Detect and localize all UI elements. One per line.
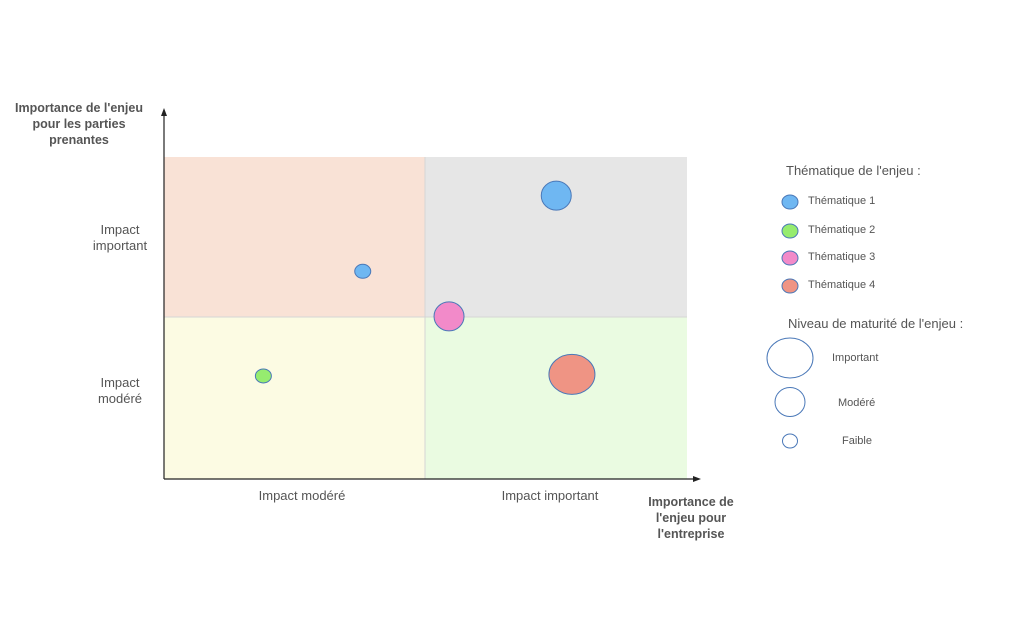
legend-maturity-label: Faible (842, 435, 872, 447)
legend-theme-swatch (781, 194, 799, 210)
legend-theme-label: Thématique 4 (808, 279, 876, 291)
quadrant-bottom-right (425, 317, 687, 479)
x-axis-arrow-icon (693, 476, 701, 482)
legend-theme-title: Thématique de l'enjeu : (786, 163, 921, 178)
data-point (433, 301, 465, 332)
quadrant-bottom-left (164, 317, 425, 479)
legend-maturity-circle (766, 337, 814, 379)
data-points (254, 180, 596, 395)
data-point (354, 263, 372, 279)
legend-theme-label: Thématique 2 (808, 224, 876, 236)
y-axis-arrow-icon (161, 108, 167, 116)
legend-maturity-circle (782, 433, 798, 449)
quadrant-top-left (164, 157, 425, 317)
legend-theme-swatch (781, 278, 799, 294)
x-axis-title-line: l'enjeu pour (655, 511, 727, 525)
data-point (254, 368, 272, 384)
row-label-line: Impact (100, 375, 140, 390)
x-axis-title: Importance de l'enjeu pour l'entreprise (626, 494, 756, 542)
row-label-impact-important: Impact important (70, 222, 170, 254)
column-label-impact-important: Impact important (501, 488, 599, 503)
y-axis-title-line: prenantes (49, 133, 109, 147)
legend-maturity-label: Important (832, 352, 879, 364)
legend-theme-swatch (781, 223, 799, 239)
legend-theme-label: Thématique 1 (808, 195, 876, 207)
row-label-impact-modere: Impact modéré (70, 375, 170, 407)
data-point (548, 353, 596, 395)
legend-maturity-circle (774, 387, 806, 417)
legend-maturity-label: Modéré (838, 397, 876, 409)
data-point (540, 180, 572, 211)
y-axis-title: Importance de l'enjeu pour les parties p… (4, 100, 154, 148)
row-label-line: important (92, 238, 148, 253)
legend-theme-swatch (781, 250, 799, 266)
row-label-line: modéré (97, 391, 143, 406)
column-label-impact-modere: Impact modéré (258, 488, 346, 503)
row-label-line: Impact (100, 222, 140, 237)
y-axis-title-line: Importance de l'enjeu (14, 101, 143, 115)
legend-maturity-title: Niveau de maturité de l'enjeu : (788, 316, 964, 331)
y-axis-title-line: pour les parties (32, 117, 126, 131)
legend-symbols (766, 194, 814, 449)
legend-theme-label: Thématique 3 (808, 251, 876, 263)
x-axis-title-line: Importance de (648, 495, 734, 509)
x-axis-title-line: l'entreprise (657, 527, 725, 541)
